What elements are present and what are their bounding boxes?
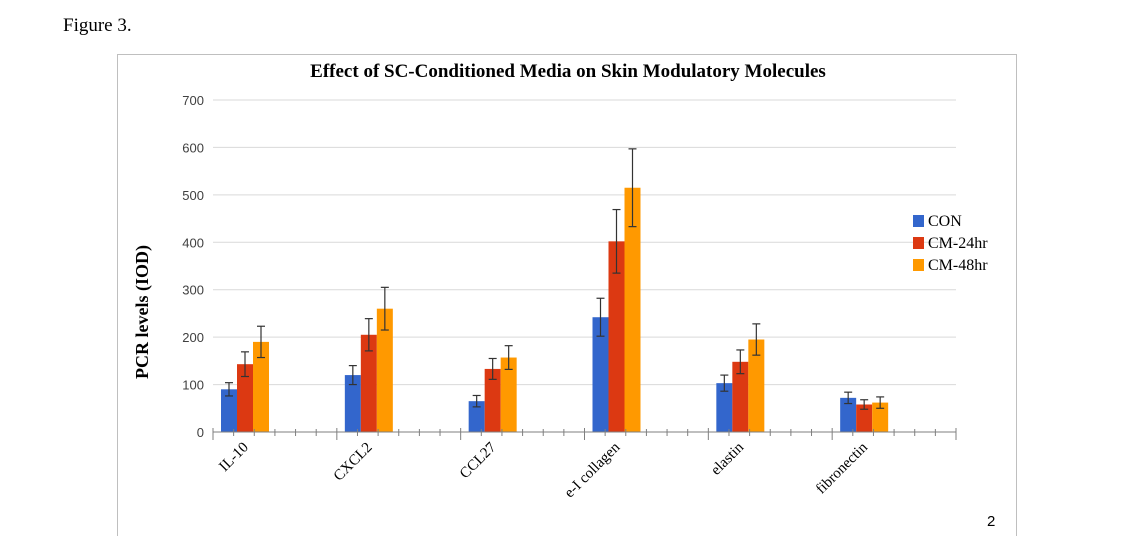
- y-tick-label: 100: [182, 378, 204, 393]
- y-tick-label: 0: [197, 425, 204, 440]
- legend-label: CM-48hr: [928, 257, 988, 274]
- y-axis-label: PCR levels (IOD): [132, 245, 153, 379]
- chart-title: Effect of SC-Conditioned Media on Skin M…: [310, 61, 826, 82]
- bar-cm-48hr: [748, 339, 765, 432]
- y-tick-label: 600: [182, 140, 204, 155]
- y-tick-label: 400: [182, 235, 204, 250]
- bar-con: [468, 401, 485, 432]
- bar-cm-48hr: [500, 357, 517, 432]
- bar-cm-48hr: [253, 341, 269, 432]
- legend-swatch: [913, 215, 924, 227]
- bar-con: [221, 389, 237, 432]
- page-number: 2: [987, 513, 996, 530]
- y-tick-label: 700: [182, 93, 204, 108]
- legend: CON CM-24hr CM-48hr: [913, 213, 988, 274]
- bars: [221, 148, 889, 432]
- x-tick-label: fibronectin: [813, 439, 871, 497]
- x-tick-label: CCL27: [457, 439, 500, 482]
- y-tick-label: 500: [182, 188, 204, 203]
- legend-label: CON: [928, 213, 962, 230]
- x-axis-ticks: IL-10 CXCL2 CCL27 e-I collagen elastin fibron…: [216, 439, 871, 501]
- bar-cm-48hr: [624, 187, 641, 432]
- legend-label: CM-24hr: [928, 235, 988, 252]
- bar-cm-48hr: [872, 402, 889, 432]
- chart-panel: Effect of SC-Conditioned Media on Skin M…: [117, 54, 1017, 536]
- y-tick-label: 200: [182, 330, 204, 345]
- legend-swatch: [913, 259, 924, 271]
- bar-cm-24hr: [360, 334, 377, 432]
- bar-con: [840, 397, 857, 432]
- y-axis-ticks: 0 100 200 300 400 500 600 700: [182, 93, 204, 440]
- bar-con: [716, 383, 733, 432]
- x-tick-label: e-I collagen: [562, 439, 624, 501]
- x-axis: [212, 428, 957, 440]
- bar-cm-24hr: [237, 364, 253, 432]
- legend-swatch: [913, 237, 924, 249]
- bar-cm-24hr: [732, 361, 749, 432]
- x-tick-label: IL-10: [216, 440, 251, 475]
- bar-con: [344, 375, 361, 432]
- x-tick-label: elastin: [708, 439, 747, 478]
- bar-cm-48hr: [376, 308, 393, 432]
- gridlines: [213, 99, 956, 386]
- bar-cm-24hr: [856, 404, 873, 432]
- bar-chart: Effect of SC-Conditioned Media on Skin M…: [132, 61, 988, 501]
- x-tick-label: CXCL2: [331, 440, 376, 485]
- y-tick-label: 300: [182, 283, 204, 298]
- bar-cm-24hr: [608, 241, 625, 432]
- figure-caption: Figure 3.: [63, 15, 132, 36]
- bar-cm-24hr: [484, 368, 501, 432]
- bar-con: [592, 317, 609, 432]
